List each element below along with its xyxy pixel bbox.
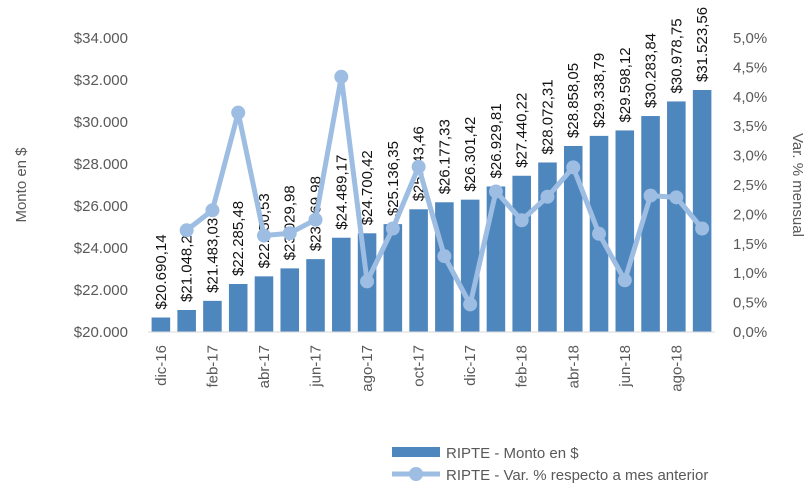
line-marker [385, 221, 400, 236]
data-label: $26.301,42 [462, 117, 479, 192]
x-tick-label: ago-17 [359, 345, 376, 392]
data-label: $27.440,22 [514, 93, 531, 168]
data-label: $31.523,56 [694, 7, 711, 82]
y2-tick-label: 3,5% [733, 118, 767, 135]
line-marker [566, 160, 581, 175]
legend-label: RIPTE - Monto en $ [446, 445, 579, 462]
x-tick-label: dic-17 [462, 345, 479, 386]
y2-tick-label: 0,0% [733, 324, 767, 341]
bar [615, 130, 635, 332]
data-label: $25.136,35 [385, 141, 402, 216]
line-marker [617, 273, 632, 288]
data-label: $21.048,21 [179, 227, 196, 302]
bar [667, 101, 686, 332]
line-marker [643, 188, 658, 203]
x-tick-label: jun-18 [617, 345, 634, 388]
bar [512, 175, 531, 332]
data-label: $22.285,48 [230, 201, 247, 276]
y-tick-label: $20.000 [74, 324, 128, 341]
x-tick-label: dic-16 [153, 345, 170, 386]
y-axis-title: Monto en $ [13, 147, 30, 223]
bar [254, 276, 274, 332]
data-label: $30.978,75 [668, 18, 685, 93]
y2-tick-label: 2,5% [733, 177, 767, 194]
line-marker [514, 213, 529, 228]
x-tick-label: jun-17 [308, 345, 325, 388]
x-tick-label: feb-18 [514, 345, 531, 388]
y2-tick-label: 3,0% [733, 148, 767, 165]
bar [409, 209, 428, 332]
x-tick-label: ago-18 [668, 345, 685, 392]
y-tick-label: $24.000 [74, 240, 128, 257]
line-marker [256, 228, 271, 243]
bar [203, 300, 222, 332]
x-tick-label: abr-18 [565, 345, 582, 388]
bar [151, 317, 171, 332]
line-marker [308, 212, 323, 227]
data-label: $26.929,81 [488, 103, 505, 178]
line-marker [437, 249, 452, 264]
legend-swatch-marker [409, 467, 423, 481]
line-marker [463, 297, 478, 312]
bar [280, 268, 300, 332]
data-label: $29.598,12 [617, 47, 634, 122]
line-marker [695, 221, 710, 236]
line-marker [360, 274, 375, 289]
y-tick-label: $34.000 [74, 30, 128, 47]
y2-tick-label: 5,0% [733, 30, 767, 47]
line-marker [231, 105, 246, 120]
y-tick-label: $28.000 [74, 156, 128, 173]
bar [383, 224, 403, 332]
line-marker [669, 190, 684, 205]
y2-tick-label: 4,0% [733, 89, 767, 106]
data-label: $28.072,31 [539, 79, 556, 154]
bar [486, 186, 506, 332]
x-tick-label: oct-17 [411, 345, 428, 387]
legend-label: RIPTE - Var. % respecto a mes anterior [446, 467, 708, 484]
y-tick-label: $32.000 [74, 72, 128, 89]
data-label: $20.690,14 [153, 234, 170, 309]
y2-tick-label: 1,5% [733, 236, 767, 253]
bar [538, 162, 557, 332]
y2-tick-label: 0,5% [733, 295, 767, 312]
data-label: $23.029,98 [282, 185, 299, 260]
data-label: $26.177,33 [436, 119, 453, 194]
line-marker [179, 223, 194, 238]
data-label: $30.283,84 [643, 33, 660, 108]
y2-axis-title: Var. % mensual [789, 133, 806, 237]
bar [306, 259, 325, 332]
y-tick-label: $26.000 [74, 198, 128, 215]
data-label: $21.483,03 [204, 218, 221, 293]
y-tick-label: $22.000 [74, 282, 128, 299]
data-label: $24.700,42 [359, 150, 376, 225]
line-marker [592, 226, 607, 241]
data-label: $24.489,17 [333, 155, 350, 230]
bar [563, 145, 583, 332]
y2-tick-label: 1,0% [733, 265, 767, 282]
bar [332, 237, 351, 332]
bar [228, 284, 248, 332]
line-marker [540, 189, 555, 204]
legend-swatch [392, 447, 440, 457]
bar [177, 309, 196, 332]
data-label: $28.858,05 [565, 63, 582, 138]
x-tick-label: feb-17 [204, 345, 221, 388]
line-marker [334, 69, 349, 84]
data-label: $29.338,79 [591, 53, 608, 128]
line-marker [488, 184, 503, 199]
line-marker [205, 203, 220, 218]
line-marker [282, 226, 297, 241]
line-marker [411, 159, 426, 174]
bar [641, 116, 660, 332]
y2-tick-label: 4,5% [733, 59, 767, 76]
y-tick-label: $30.000 [74, 114, 128, 131]
y2-tick-label: 2,0% [733, 206, 767, 223]
bar [692, 90, 712, 332]
x-tick-label: abr-17 [256, 345, 273, 388]
